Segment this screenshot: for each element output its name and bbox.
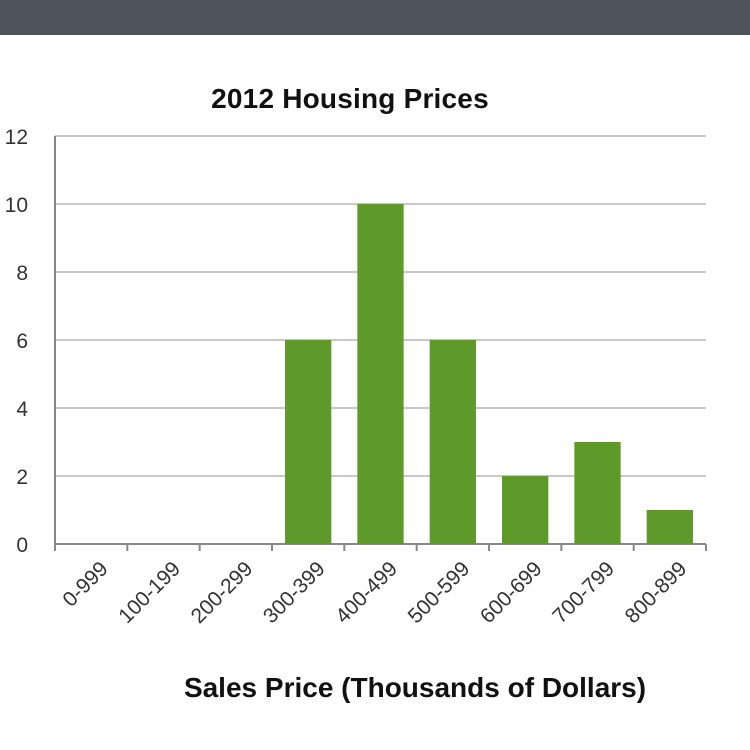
chart-title: 2012 Housing Prices bbox=[211, 83, 489, 114]
bar-300-399 bbox=[285, 340, 332, 544]
bar-700-799 bbox=[574, 442, 621, 544]
y-tick-label: 8 bbox=[16, 262, 28, 285]
y-tick-label: 0 bbox=[16, 534, 28, 557]
y-tick-label: 2 bbox=[16, 466, 28, 489]
x-tick-label: 200-299 bbox=[187, 557, 258, 628]
bar-800-899 bbox=[646, 510, 693, 544]
x-tick-label: 500-599 bbox=[404, 557, 475, 628]
x-tick-label: 100-199 bbox=[114, 557, 185, 628]
bar-500-599 bbox=[429, 340, 476, 544]
x-tick-label: 300-399 bbox=[259, 557, 330, 628]
y-tick-label: 6 bbox=[16, 330, 28, 353]
bar-600-699 bbox=[502, 476, 549, 544]
x-tick-label: 800-899 bbox=[621, 557, 692, 628]
x-tick-label: 700-799 bbox=[548, 557, 619, 628]
y-tick-label: 12 bbox=[5, 126, 28, 149]
top-title-bar bbox=[0, 0, 750, 35]
x-axis-title: Sales Price (Thousands of Dollars) bbox=[183, 672, 647, 703]
bar-400-499 bbox=[357, 204, 404, 544]
x-tick-label: 400-499 bbox=[331, 557, 402, 628]
y-tick-label: 4 bbox=[16, 398, 28, 421]
x-tick-label: 0-999 bbox=[58, 557, 112, 611]
x-tick-label: 600-699 bbox=[476, 557, 547, 628]
y-tick-label: 10 bbox=[5, 194, 28, 217]
